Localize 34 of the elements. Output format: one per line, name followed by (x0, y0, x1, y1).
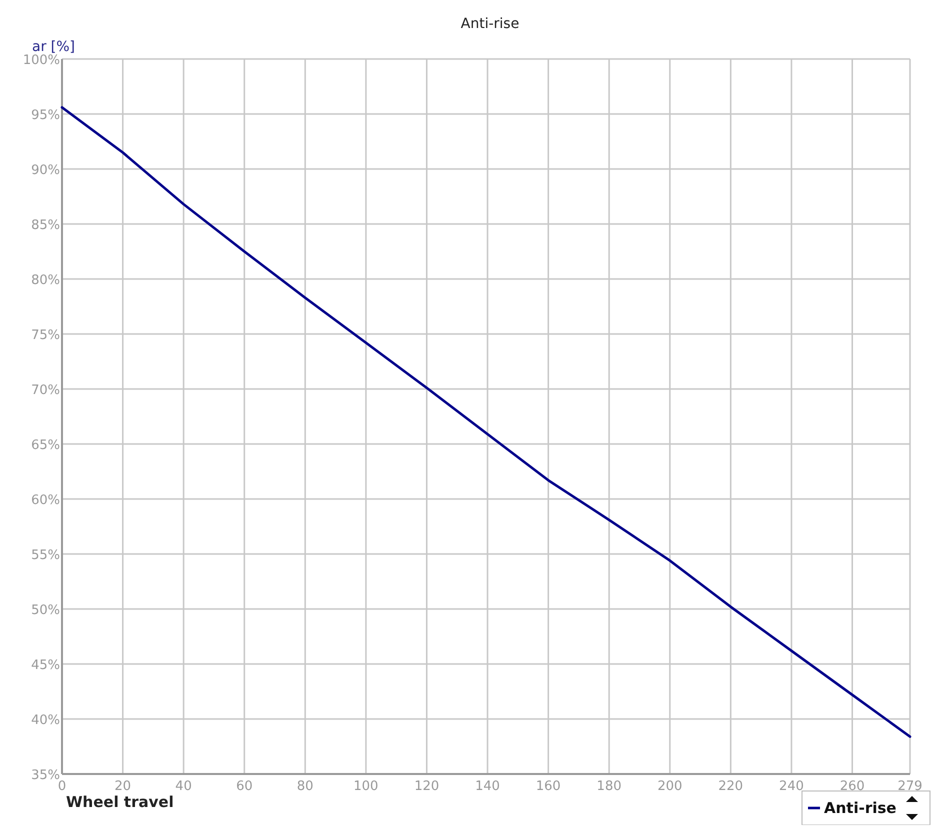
y-tick-label: 70% (31, 383, 60, 398)
x-tick-label: 200 (657, 779, 682, 794)
x-tick-label: 260 (840, 779, 865, 794)
y-tick-label: 95% (31, 108, 60, 123)
x-tick-label: 279 (898, 779, 922, 794)
x-tick-label: 40 (175, 779, 192, 794)
x-tick-label: 100 (354, 779, 378, 794)
y-axis-title: ar [%] (32, 39, 76, 55)
x-tick-label: 120 (414, 779, 440, 794)
x-tick-label: 140 (475, 779, 500, 794)
y-tick-label: 90% (31, 163, 60, 178)
line-series (60, 106, 912, 738)
x-tick-label: 160 (536, 779, 561, 794)
x-tick-label: 20 (114, 779, 132, 794)
x-tick-label: 240 (779, 779, 804, 794)
y-tick-label: 45% (31, 658, 60, 673)
x-axis-title: Wheel travel (66, 793, 174, 811)
x-tick-label: 0 (58, 779, 66, 794)
y-tick-label: 35% (31, 768, 60, 783)
y-tick-label: 100% (22, 53, 60, 68)
y-tick-label: 60% (31, 493, 60, 508)
y-tick-label: 65% (31, 438, 60, 453)
y-tick-label: 55% (31, 548, 60, 563)
y-tick-label: 80% (31, 273, 60, 288)
x-tick-label: 220 (718, 779, 744, 794)
y-tick-label: 75% (31, 328, 60, 343)
x-tick-label: 80 (296, 779, 314, 794)
x-tick-label: 180 (596, 779, 622, 794)
x-tick-label: 60 (236, 779, 253, 794)
legend-label: Anti-rise (824, 799, 896, 817)
chart-title: Anti-rise (460, 16, 520, 32)
y-tick-label: 50% (31, 603, 60, 618)
y-tick-label: 85% (31, 218, 60, 233)
y-tick-label: 40% (31, 713, 60, 728)
